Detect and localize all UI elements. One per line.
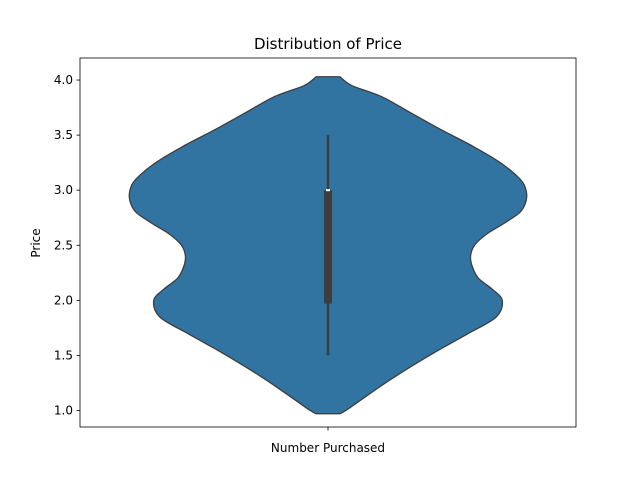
y-tick-label: 4.0 [54, 73, 73, 87]
violin-iqr-box [324, 190, 332, 304]
y-tick-label: 1.5 [54, 348, 73, 362]
y-axis-label: Price [29, 228, 43, 257]
plot-area [128, 76, 528, 415]
y-tick-label: 3.5 [54, 128, 73, 142]
y-tick-label: 1.0 [54, 403, 73, 417]
y-tick-label: 2.5 [54, 238, 73, 252]
x-tick-label: Number Purchased [271, 441, 385, 455]
violin-median-marker [326, 189, 330, 192]
chart-title: Distribution of Price [254, 35, 402, 53]
y-tick-label: 3.0 [54, 183, 73, 197]
axes: 1.0 1.5 2.0 2.5 3.0 3.5 4.0 Number Purchased [54, 57, 577, 455]
y-tick-label: 2.0 [54, 293, 73, 307]
